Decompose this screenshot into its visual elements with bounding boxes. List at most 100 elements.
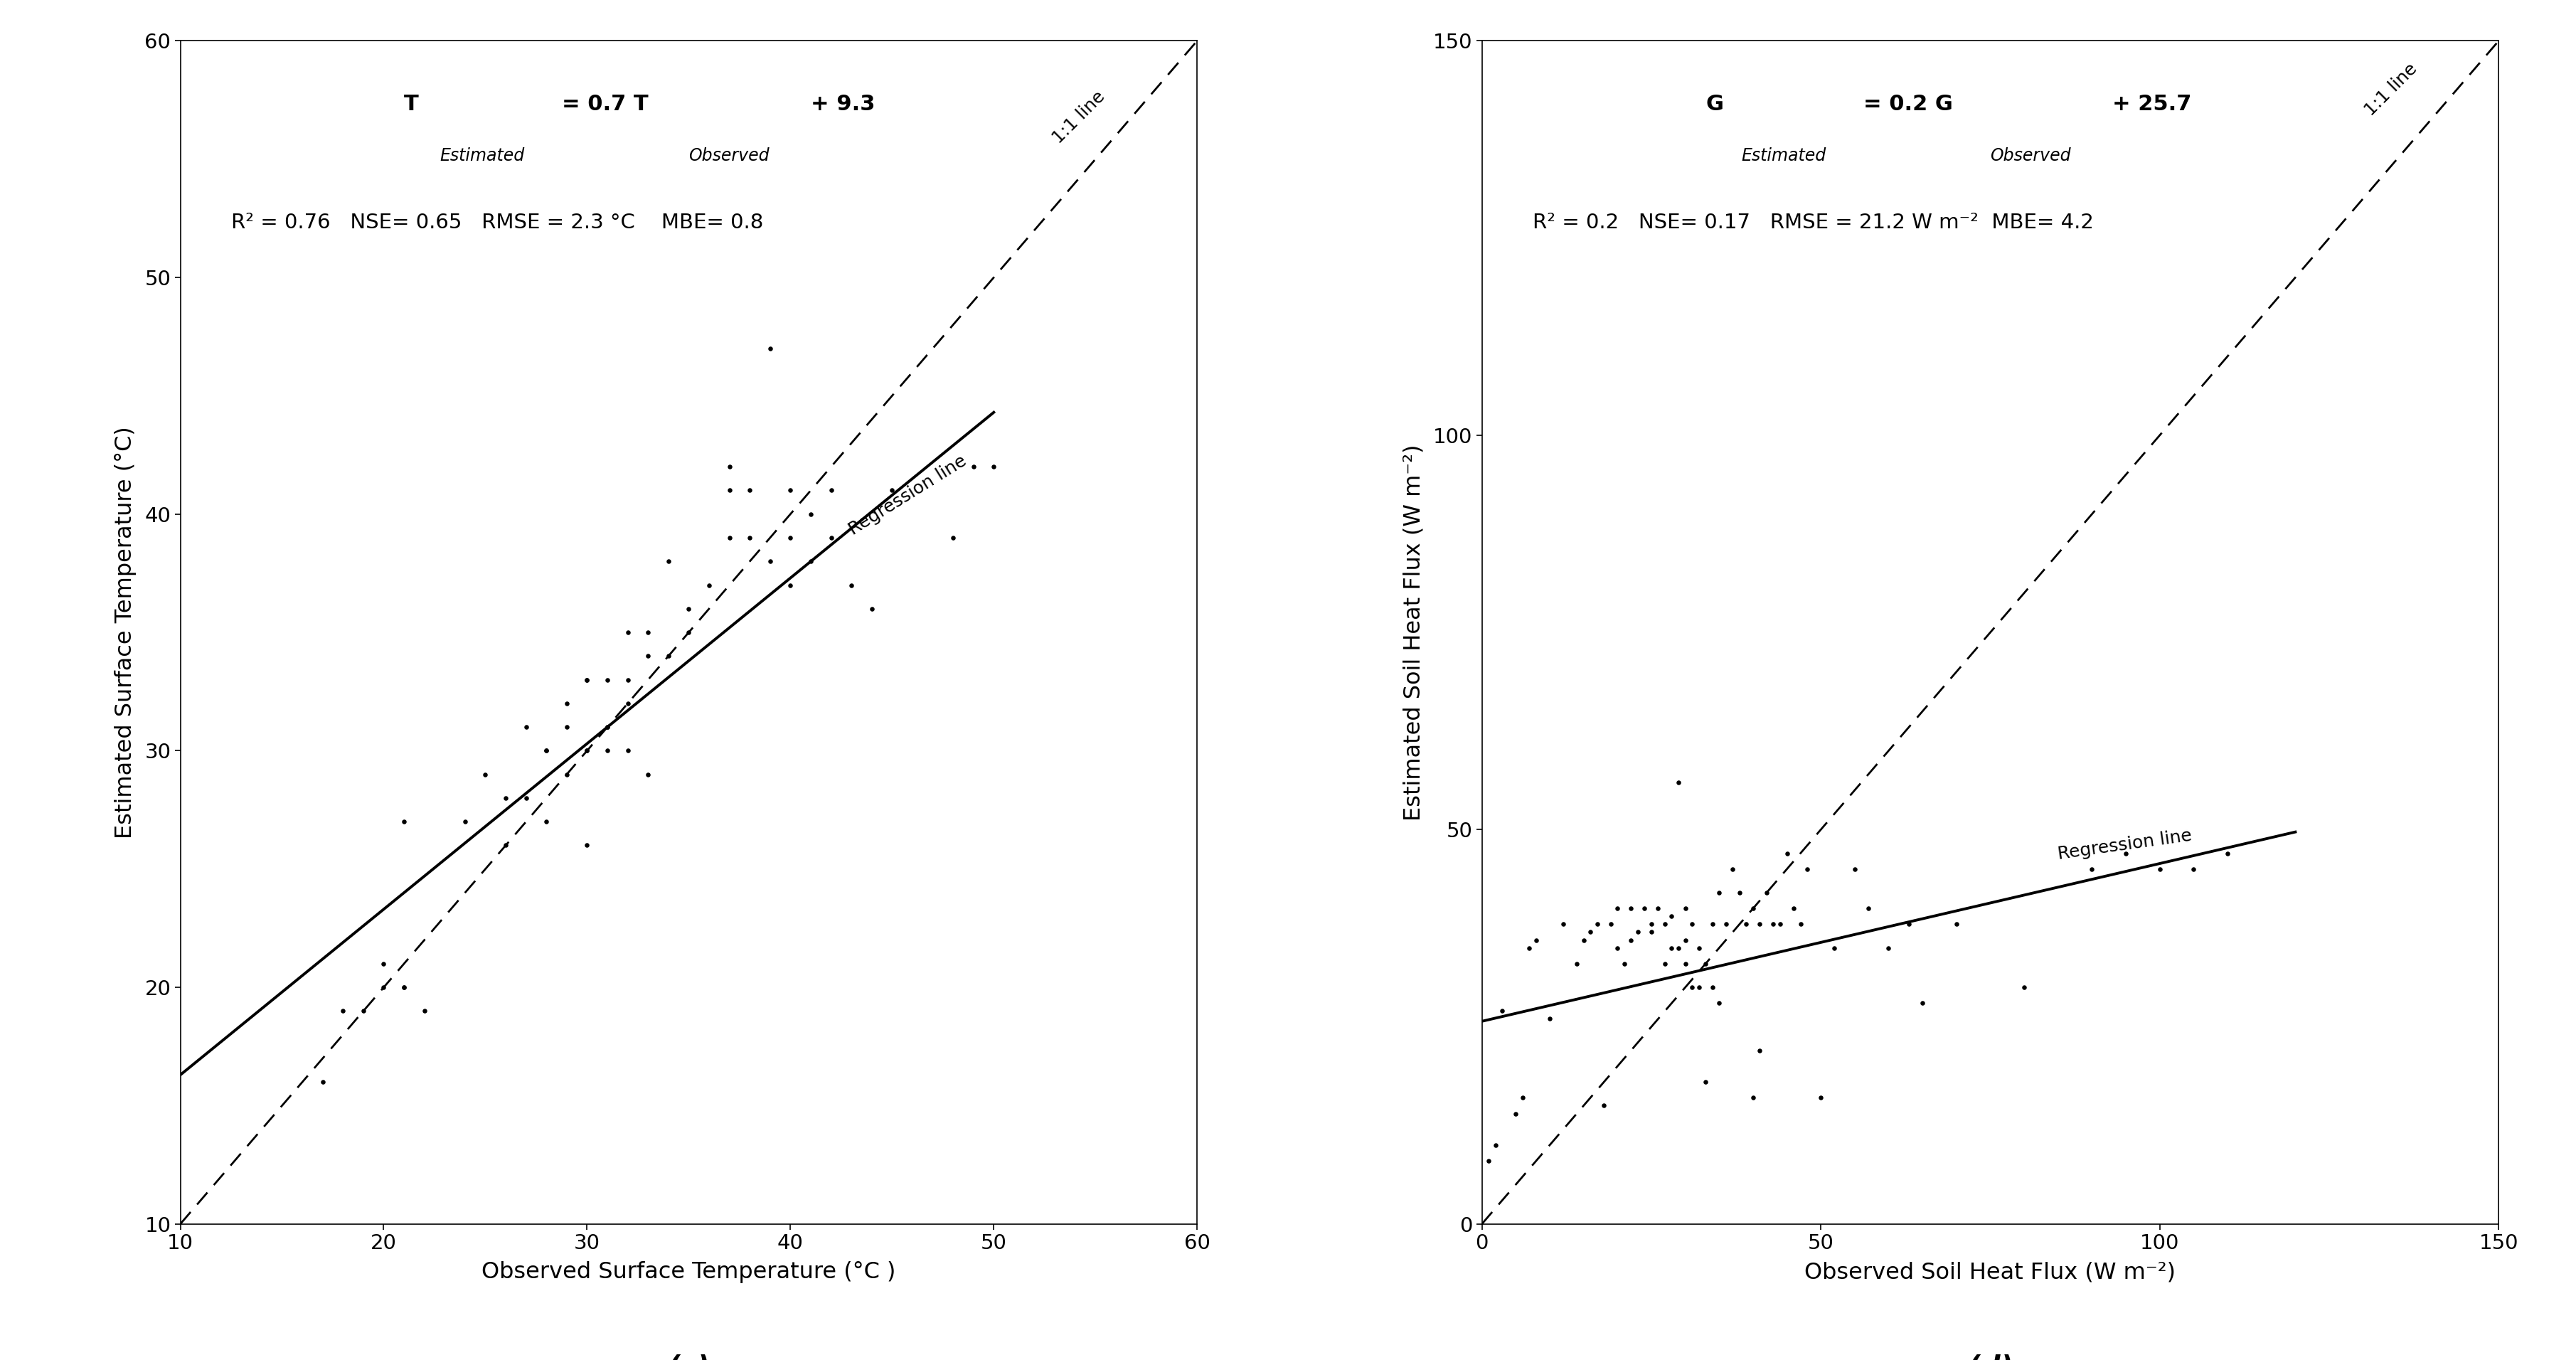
Point xyxy=(1901,993,1942,1015)
Point xyxy=(1623,898,1664,919)
Point xyxy=(1610,929,1651,951)
Point xyxy=(1672,914,1713,936)
Point xyxy=(832,574,873,596)
Point xyxy=(1564,929,1605,951)
Point xyxy=(505,717,546,738)
Point xyxy=(1618,921,1659,942)
Point xyxy=(1739,914,1780,936)
Point xyxy=(567,835,608,857)
Point xyxy=(811,480,853,502)
Point xyxy=(404,1000,446,1021)
Text: R² = 0.2   NSE= 0.17   RMSE = 21.2 W m⁻²  MBE= 4.2: R² = 0.2 NSE= 0.17 RMSE = 21.2 W m⁻² MBE… xyxy=(1533,212,2094,233)
Point xyxy=(933,526,974,548)
Point xyxy=(1589,914,1631,936)
Point xyxy=(1698,993,1739,1015)
Point xyxy=(811,526,853,548)
Point xyxy=(1597,937,1638,959)
Text: Estimated: Estimated xyxy=(440,147,526,165)
Point xyxy=(1734,1087,1775,1108)
Point xyxy=(629,763,670,785)
Point xyxy=(322,1000,363,1021)
Point xyxy=(708,480,750,502)
Point xyxy=(1935,914,1976,936)
Point xyxy=(608,692,649,714)
Point xyxy=(1685,953,1726,975)
Point xyxy=(301,1072,343,1093)
Point xyxy=(1569,921,1610,942)
Point xyxy=(1664,953,1705,975)
Text: + 9.3: + 9.3 xyxy=(811,94,876,114)
Y-axis label: Estimated Soil Heat Flux (W m⁻²): Estimated Soil Heat Flux (W m⁻²) xyxy=(1404,445,1425,820)
Point xyxy=(850,598,891,620)
Point xyxy=(647,551,688,573)
Point xyxy=(791,503,832,525)
Point xyxy=(1638,898,1680,919)
Point xyxy=(1631,921,1672,942)
X-axis label: Observed Surface Temperature (°C ): Observed Surface Temperature (°C ) xyxy=(482,1261,896,1284)
Point xyxy=(1698,881,1739,903)
Point xyxy=(770,574,811,596)
Point xyxy=(1705,914,1747,936)
Point xyxy=(464,763,505,785)
Point xyxy=(484,835,526,857)
Point xyxy=(1651,937,1692,959)
Point xyxy=(1577,914,1618,936)
Point xyxy=(1713,858,1754,880)
Point xyxy=(1631,914,1672,936)
Text: R² = 0.76   NSE= 0.65   RMSE = 2.3 °C    MBE= 0.8: R² = 0.76 NSE= 0.65 RMSE = 2.3 °C MBE= 0… xyxy=(232,212,762,233)
Point xyxy=(484,787,526,809)
Point xyxy=(667,622,708,643)
Point xyxy=(1759,914,1801,936)
Point xyxy=(1692,914,1734,936)
Point xyxy=(629,645,670,666)
Point xyxy=(1510,937,1551,959)
Point xyxy=(567,669,608,691)
Point xyxy=(1672,976,1713,998)
Text: Observed: Observed xyxy=(688,147,770,165)
Point xyxy=(729,526,770,548)
Text: (d): (d) xyxy=(1968,1355,2012,1360)
Point xyxy=(1476,1134,1517,1156)
Point xyxy=(1605,953,1646,975)
Point xyxy=(729,480,770,502)
Point xyxy=(1664,898,1705,919)
Point xyxy=(587,717,629,738)
Point xyxy=(526,740,567,762)
Point xyxy=(384,976,425,998)
Point xyxy=(1677,976,1718,998)
Point xyxy=(708,456,750,477)
Text: = 0.7 T: = 0.7 T xyxy=(562,94,649,114)
Point xyxy=(1752,914,1793,936)
Point xyxy=(953,456,994,477)
Point xyxy=(608,622,649,643)
Point xyxy=(1718,881,1759,903)
Point xyxy=(526,740,567,762)
Point xyxy=(1834,858,1875,880)
Point xyxy=(587,740,629,762)
Point xyxy=(1651,906,1692,928)
Point xyxy=(384,976,425,998)
Point xyxy=(384,811,425,832)
Text: Regression line: Regression line xyxy=(845,452,969,539)
Point xyxy=(1481,1000,1522,1021)
Text: G: G xyxy=(1705,94,1723,114)
Point xyxy=(363,976,404,998)
Point xyxy=(608,669,649,691)
X-axis label: Observed Soil Heat Flux (W m⁻²): Observed Soil Heat Flux (W m⁻²) xyxy=(1806,1261,2177,1284)
Point xyxy=(1610,898,1651,919)
Point xyxy=(1584,1095,1625,1117)
Point xyxy=(1847,898,1888,919)
Point xyxy=(667,598,708,620)
Point xyxy=(647,645,688,666)
Text: Estimated: Estimated xyxy=(1741,147,1826,165)
Text: 1:1 line: 1:1 line xyxy=(2362,60,2421,120)
Point xyxy=(546,763,587,785)
Point xyxy=(1801,1087,1842,1108)
Point xyxy=(1530,1008,1571,1030)
Point xyxy=(1747,881,1788,903)
Point xyxy=(1767,842,1808,864)
Y-axis label: Estimated Surface Temperature (°C): Estimated Surface Temperature (°C) xyxy=(116,426,137,839)
Point xyxy=(546,692,587,714)
Text: = 0.2 G: = 0.2 G xyxy=(1862,94,1953,114)
Point xyxy=(1888,914,1929,936)
